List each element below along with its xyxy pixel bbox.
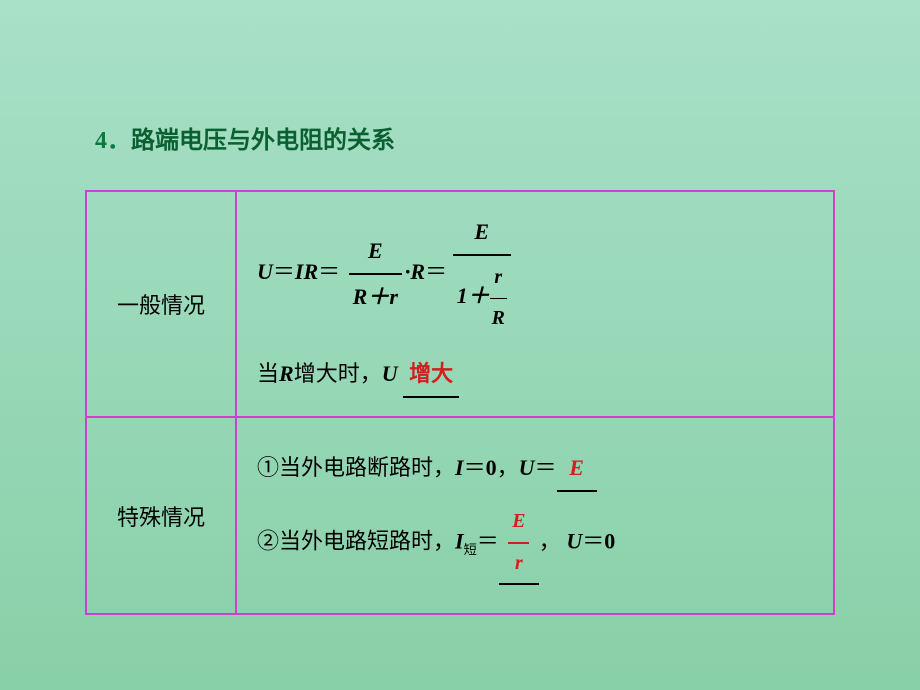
sym-eq1: ＝ (273, 259, 295, 284)
table-row-special: 特殊情况 ①当外电路断路时，I＝0，U＝E ②当外电路短路时，I短＝Er， U＝… (86, 417, 834, 614)
c2-I: I (455, 529, 464, 554)
heading-text: 路端电压与外电阻的关系 (131, 128, 395, 154)
c2-zero: 0 (604, 529, 615, 554)
frac1-den: R＋r (349, 273, 402, 319)
frac2-num: E (453, 210, 511, 254)
c1-I: I (455, 455, 464, 480)
fraction-1: E R＋r (349, 229, 402, 319)
relation-table: 一般情况 U＝IR＝ E R＋r ·R＝ E 1＋rR 当R增大时，U 增大 (85, 190, 835, 615)
case-1: ①当外电路断路时，I＝0，U＝E (257, 446, 813, 492)
blank-Er: Er (499, 502, 539, 585)
fraction-2: E 1＋rR (453, 210, 511, 338)
frac2-inner: rR (490, 258, 507, 338)
c1-num: ① (257, 455, 279, 480)
frac-Er-den: r (508, 542, 529, 584)
formula-line-2: 当R增大时，U 增大 (257, 352, 813, 398)
c2-eq2: ＝ (582, 529, 604, 554)
l2-mid: 增大时， (294, 361, 382, 386)
table-row-general: 一般情况 U＝IR＝ E R＋r ·R＝ E 1＋rR 当R增大时，U 增大 (86, 191, 834, 417)
sym-U: U (257, 259, 273, 284)
section-heading: 4．路端电压与外电阻的关系 (95, 120, 395, 155)
l2-R: R (279, 361, 294, 386)
l2-U: U (382, 361, 398, 386)
frac2-den-left: 1＋ (457, 283, 490, 308)
row-label-general: 一般情况 (86, 191, 236, 417)
c1-U: U (519, 455, 535, 480)
l2-pre: 当 (257, 361, 279, 386)
sym-eq3: ＝ (425, 259, 447, 284)
c2-pre: 当外电路短路时， (279, 529, 455, 554)
sym-eq2: ＝ (318, 259, 340, 284)
c2-sub: 短 (464, 542, 477, 557)
row-content-general: U＝IR＝ E R＋r ·R＝ E 1＋rR 当R增大时，U 增大 (236, 191, 834, 417)
c2-eq: ＝ (477, 529, 499, 554)
row-label-special: 特殊情况 (86, 417, 236, 614)
frac2-inner-num: r (490, 258, 507, 298)
c1-pre: 当外电路断路时， (279, 455, 455, 480)
blank-increase: 增大 (403, 352, 459, 398)
c2-U: U (566, 529, 582, 554)
c1-zero: 0 (486, 455, 497, 480)
c2-comma: ， (539, 529, 561, 554)
blank-E-text: E (569, 455, 584, 480)
formula-line-1: U＝IR＝ E R＋r ·R＝ E 1＋rR (257, 210, 813, 338)
case-2: ②当外电路短路时，I短＝Er， U＝0 (257, 502, 813, 585)
sym-R: R (410, 259, 425, 284)
blank-increase-text: 增大 (409, 361, 453, 386)
frac1-num: E (349, 229, 402, 273)
frac2-den: 1＋rR (453, 254, 511, 338)
blank-E: E (557, 446, 597, 492)
c1-eq: ＝ (464, 455, 486, 480)
c2-num: ② (257, 529, 279, 554)
c1-comma: ， (497, 455, 519, 480)
frac-Er-num: E (508, 502, 529, 542)
frac-Er: Er (508, 502, 529, 583)
row-content-special: ①当外电路断路时，I＝0，U＝E ②当外电路短路时，I短＝Er， U＝0 (236, 417, 834, 614)
heading-number: 4． (95, 128, 131, 154)
frac2-inner-den: R (490, 298, 507, 339)
c1-eq2: ＝ (535, 455, 557, 480)
sym-IR: IR (295, 259, 318, 284)
